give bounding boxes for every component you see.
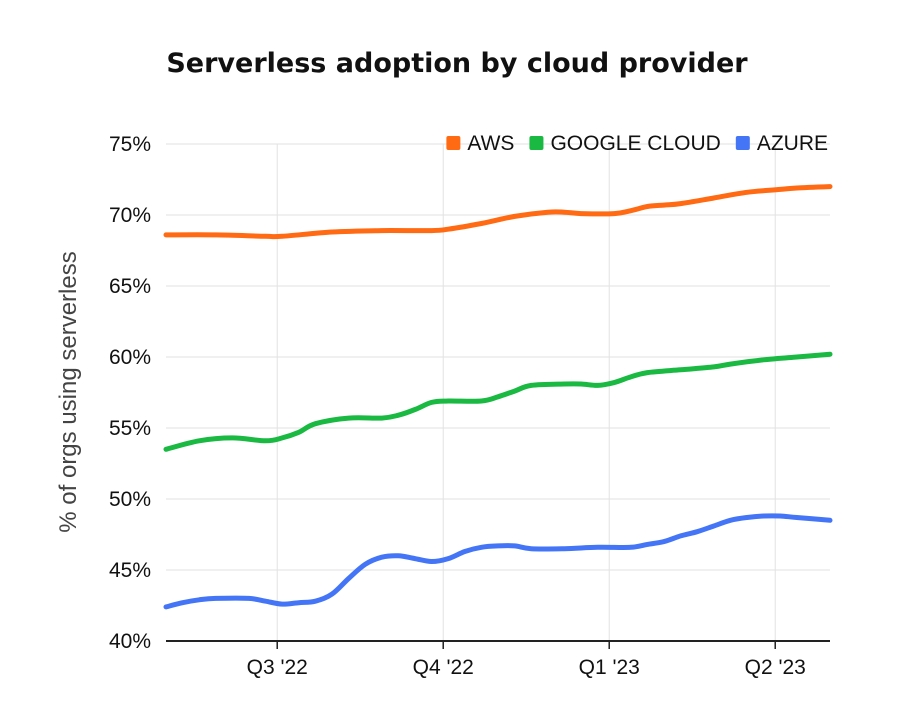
x-axis-ticks: Q3 '22 Q4 '22 Q1 '23 Q2 '23 bbox=[247, 641, 806, 679]
legend-label-aws: AWS bbox=[467, 132, 514, 155]
series-line-azure bbox=[163, 513, 833, 610]
y-tick-label: 75% bbox=[109, 133, 151, 156]
chart-title: Serverless adoption by cloud provider bbox=[166, 48, 748, 79]
y-tick-label: 40% bbox=[109, 630, 151, 653]
x-tick-label: Q2 '23 bbox=[745, 656, 806, 679]
legend-label-azure: AZURE bbox=[757, 132, 828, 155]
legend-swatch-azure bbox=[735, 136, 750, 150]
y-tick-label: 70% bbox=[109, 204, 151, 227]
x-tick-label: Q3 '22 bbox=[247, 656, 308, 679]
series-line-google-cloud bbox=[163, 351, 833, 452]
y-axis-label: % of orgs using serverless bbox=[55, 251, 82, 532]
grid bbox=[166, 143, 830, 641]
legend-swatch-google-cloud bbox=[529, 136, 544, 150]
legend-swatch-aws bbox=[446, 136, 461, 150]
legend: AZURE GOOGLE CLOUD AWS bbox=[446, 132, 828, 155]
y-axis-ticks: 40% 45% 50% 55% 60% 65% 70% 75% bbox=[109, 133, 151, 653]
y-tick-label: 60% bbox=[109, 346, 151, 369]
legend-label-google-cloud: GOOGLE CLOUD bbox=[550, 132, 720, 155]
x-tick-label: Q4 '22 bbox=[413, 656, 474, 679]
y-tick-label: 65% bbox=[109, 275, 151, 298]
y-tick-label: 55% bbox=[109, 417, 151, 440]
series-line-aws bbox=[163, 184, 833, 240]
y-tick-label: 45% bbox=[109, 559, 151, 582]
y-tick-label: 50% bbox=[109, 488, 151, 511]
x-tick-label: Q1 '23 bbox=[579, 656, 640, 679]
series-lines bbox=[163, 184, 833, 610]
